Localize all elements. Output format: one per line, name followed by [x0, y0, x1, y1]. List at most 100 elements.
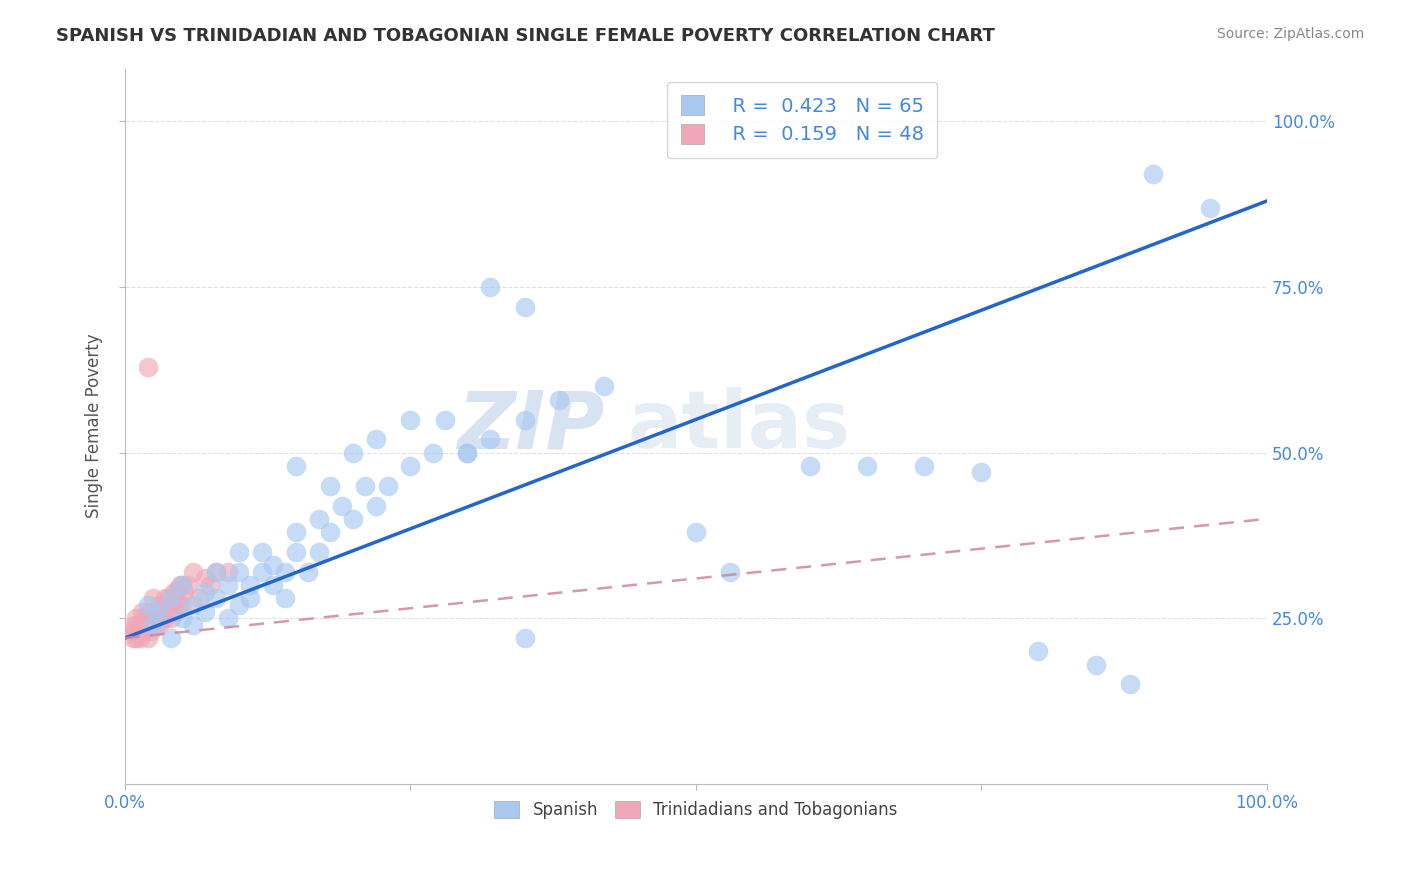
Spanish — [239, 591, 262, 606]
Spanish — [547, 392, 569, 407]
Spanish — [799, 458, 821, 473]
Spanish — [170, 578, 193, 592]
Spanish — [479, 280, 502, 294]
Trinidadians and Tobagonians — [142, 611, 165, 625]
Spanish — [262, 558, 284, 573]
Trinidadians and Tobagonians — [139, 617, 162, 632]
Trinidadians and Tobagonians — [157, 591, 180, 606]
Trinidadians and Tobagonians — [134, 611, 156, 625]
Trinidadians and Tobagonians — [128, 624, 150, 639]
Spanish — [308, 545, 330, 559]
Spanish — [399, 412, 422, 426]
Spanish — [205, 565, 228, 579]
Spanish — [228, 565, 250, 579]
Spanish — [217, 578, 239, 592]
Trinidadians and Tobagonians — [159, 611, 181, 625]
Spanish — [364, 499, 387, 513]
Spanish — [342, 445, 364, 459]
Spanish — [1028, 644, 1050, 658]
Spanish — [205, 591, 228, 606]
Spanish — [685, 525, 707, 540]
Spanish — [433, 412, 456, 426]
Spanish — [912, 458, 935, 473]
Spanish — [194, 584, 217, 599]
Trinidadians and Tobagonians — [159, 591, 181, 606]
Spanish — [1142, 168, 1164, 182]
Trinidadians and Tobagonians — [146, 605, 169, 619]
Spanish — [319, 479, 342, 493]
Spanish — [159, 591, 181, 606]
Trinidadians and Tobagonians — [153, 611, 176, 625]
Spanish — [364, 433, 387, 447]
Trinidadians and Tobagonians — [152, 598, 174, 612]
Spanish — [479, 433, 502, 447]
Trinidadians and Tobagonians — [183, 565, 205, 579]
Trinidadians and Tobagonians — [139, 624, 162, 639]
Trinidadians and Tobagonians — [150, 611, 173, 625]
Trinidadians and Tobagonians — [176, 578, 198, 592]
Trinidadians and Tobagonians — [148, 598, 170, 612]
Spanish — [856, 458, 879, 473]
Trinidadians and Tobagonians — [170, 578, 193, 592]
Spanish — [422, 445, 444, 459]
Spanish — [456, 445, 478, 459]
Spanish — [513, 412, 536, 426]
Text: atlas: atlas — [627, 387, 851, 465]
Spanish — [250, 565, 273, 579]
Trinidadians and Tobagonians — [124, 624, 146, 639]
Spanish — [183, 598, 205, 612]
Spanish — [142, 617, 165, 632]
Trinidadians and Tobagonians — [153, 591, 176, 606]
Spanish — [342, 512, 364, 526]
Spanish — [285, 458, 308, 473]
Trinidadians and Tobagonians — [142, 591, 165, 606]
Spanish — [456, 445, 478, 459]
Spanish — [217, 611, 239, 625]
Spanish — [330, 499, 353, 513]
Spanish — [170, 611, 193, 625]
Spanish — [513, 631, 536, 645]
Trinidadians and Tobagonians — [217, 565, 239, 579]
Trinidadians and Tobagonians — [200, 578, 222, 592]
Trinidadians and Tobagonians — [167, 598, 190, 612]
Spanish — [319, 525, 342, 540]
Trinidadians and Tobagonians — [156, 605, 179, 619]
Spanish — [159, 631, 181, 645]
Spanish — [353, 479, 375, 493]
Trinidadians and Tobagonians — [194, 571, 217, 585]
Trinidadians and Tobagonians — [120, 624, 142, 639]
Trinidadians and Tobagonians — [163, 584, 186, 599]
Spanish — [377, 479, 399, 493]
Spanish — [285, 545, 308, 559]
Trinidadians and Tobagonians — [136, 631, 159, 645]
Trinidadians and Tobagonians — [145, 617, 167, 632]
Trinidadians and Tobagonians — [131, 617, 153, 632]
Spanish — [513, 300, 536, 314]
Spanish — [262, 578, 284, 592]
Trinidadians and Tobagonians — [170, 598, 193, 612]
Spanish — [148, 605, 170, 619]
Spanish — [285, 525, 308, 540]
Spanish — [399, 458, 422, 473]
Spanish — [970, 466, 993, 480]
Trinidadians and Tobagonians — [136, 359, 159, 374]
Legend: Spanish, Trinidadians and Tobagonians: Spanish, Trinidadians and Tobagonians — [488, 794, 904, 825]
Trinidadians and Tobagonians — [131, 605, 153, 619]
Trinidadians and Tobagonians — [122, 617, 145, 632]
Text: SPANISH VS TRINIDADIAN AND TOBAGONIAN SINGLE FEMALE POVERTY CORRELATION CHART: SPANISH VS TRINIDADIAN AND TOBAGONIAN SI… — [56, 27, 995, 45]
Trinidadians and Tobagonians — [121, 631, 143, 645]
Trinidadians and Tobagonians — [136, 605, 159, 619]
Spanish — [274, 591, 297, 606]
Spanish — [136, 598, 159, 612]
Trinidadians and Tobagonians — [165, 605, 187, 619]
Spanish — [228, 598, 250, 612]
Spanish — [1084, 657, 1107, 672]
Spanish — [593, 379, 616, 393]
Trinidadians and Tobagonians — [162, 598, 184, 612]
Trinidadians and Tobagonians — [125, 631, 148, 645]
Trinidadians and Tobagonians — [134, 624, 156, 639]
Spanish — [183, 617, 205, 632]
Trinidadians and Tobagonians — [128, 617, 150, 632]
Spanish — [274, 565, 297, 579]
Trinidadians and Tobagonians — [205, 565, 228, 579]
